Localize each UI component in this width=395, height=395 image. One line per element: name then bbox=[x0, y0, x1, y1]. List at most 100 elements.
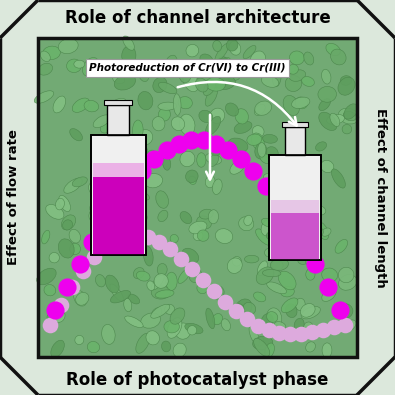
Ellipse shape bbox=[170, 235, 178, 243]
Ellipse shape bbox=[322, 69, 331, 84]
Ellipse shape bbox=[128, 233, 139, 243]
Ellipse shape bbox=[51, 340, 64, 357]
Ellipse shape bbox=[56, 198, 64, 210]
Bar bbox=[38, 38, 357, 357]
Point bbox=[145, 233, 152, 240]
Bar bbox=[271, 200, 319, 213]
Point bbox=[58, 302, 64, 308]
Ellipse shape bbox=[271, 200, 280, 210]
Ellipse shape bbox=[256, 229, 273, 245]
Ellipse shape bbox=[146, 331, 160, 345]
Ellipse shape bbox=[111, 290, 130, 303]
Text: Effect of flow rate: Effect of flow rate bbox=[8, 130, 21, 265]
Ellipse shape bbox=[163, 157, 171, 170]
Ellipse shape bbox=[206, 77, 225, 91]
Ellipse shape bbox=[272, 260, 283, 270]
Ellipse shape bbox=[210, 108, 225, 123]
Ellipse shape bbox=[95, 188, 109, 200]
Ellipse shape bbox=[136, 271, 150, 281]
Bar bbox=[282, 122, 308, 127]
Point bbox=[126, 182, 132, 189]
Ellipse shape bbox=[254, 104, 265, 115]
Ellipse shape bbox=[92, 223, 102, 232]
Ellipse shape bbox=[294, 318, 304, 331]
Ellipse shape bbox=[306, 269, 315, 280]
Ellipse shape bbox=[265, 343, 275, 357]
Ellipse shape bbox=[59, 196, 71, 211]
Ellipse shape bbox=[234, 121, 252, 134]
Ellipse shape bbox=[158, 108, 170, 121]
Ellipse shape bbox=[266, 308, 282, 329]
Ellipse shape bbox=[295, 298, 305, 310]
Ellipse shape bbox=[197, 153, 206, 167]
Ellipse shape bbox=[274, 212, 284, 224]
Ellipse shape bbox=[152, 275, 164, 290]
Ellipse shape bbox=[171, 117, 185, 131]
Ellipse shape bbox=[216, 57, 231, 78]
Ellipse shape bbox=[343, 111, 356, 121]
Point bbox=[89, 239, 95, 245]
Ellipse shape bbox=[285, 75, 302, 92]
Ellipse shape bbox=[344, 320, 356, 331]
Bar bbox=[269, 155, 321, 260]
Ellipse shape bbox=[123, 36, 134, 50]
Ellipse shape bbox=[330, 113, 340, 126]
Point bbox=[211, 288, 217, 295]
Ellipse shape bbox=[124, 154, 143, 171]
Ellipse shape bbox=[146, 233, 156, 245]
Ellipse shape bbox=[152, 308, 162, 318]
Ellipse shape bbox=[280, 286, 294, 297]
Point bbox=[77, 261, 83, 267]
Point bbox=[167, 246, 173, 253]
Ellipse shape bbox=[162, 341, 171, 352]
Bar bbox=[271, 213, 319, 260]
Ellipse shape bbox=[75, 335, 84, 344]
Ellipse shape bbox=[49, 252, 59, 263]
Ellipse shape bbox=[185, 324, 203, 334]
Ellipse shape bbox=[111, 98, 126, 108]
Ellipse shape bbox=[72, 98, 89, 113]
Ellipse shape bbox=[189, 176, 196, 184]
Ellipse shape bbox=[263, 134, 277, 143]
FancyArrowPatch shape bbox=[206, 115, 214, 179]
Ellipse shape bbox=[326, 43, 340, 56]
Ellipse shape bbox=[213, 314, 223, 325]
Ellipse shape bbox=[258, 261, 267, 275]
Point bbox=[222, 299, 228, 305]
Ellipse shape bbox=[152, 117, 165, 131]
Bar bbox=[92, 177, 143, 255]
Ellipse shape bbox=[210, 147, 221, 156]
Ellipse shape bbox=[243, 45, 256, 58]
Ellipse shape bbox=[249, 326, 260, 345]
Ellipse shape bbox=[37, 268, 56, 285]
Ellipse shape bbox=[67, 59, 81, 73]
Ellipse shape bbox=[261, 220, 275, 236]
Ellipse shape bbox=[292, 97, 310, 109]
Ellipse shape bbox=[245, 255, 259, 263]
Ellipse shape bbox=[221, 319, 230, 331]
Point bbox=[113, 236, 119, 242]
Ellipse shape bbox=[281, 196, 295, 210]
Ellipse shape bbox=[43, 46, 60, 60]
Point bbox=[164, 147, 170, 153]
Ellipse shape bbox=[235, 109, 248, 124]
Point bbox=[69, 284, 75, 290]
Ellipse shape bbox=[265, 248, 274, 257]
Ellipse shape bbox=[136, 333, 150, 354]
Point bbox=[200, 277, 206, 284]
Ellipse shape bbox=[340, 76, 352, 85]
Ellipse shape bbox=[228, 138, 248, 152]
Ellipse shape bbox=[255, 101, 272, 115]
Ellipse shape bbox=[316, 222, 329, 240]
Ellipse shape bbox=[302, 77, 314, 87]
Ellipse shape bbox=[197, 216, 211, 229]
Ellipse shape bbox=[301, 307, 320, 319]
Ellipse shape bbox=[153, 77, 167, 92]
Ellipse shape bbox=[263, 174, 273, 183]
Ellipse shape bbox=[44, 284, 56, 296]
Ellipse shape bbox=[335, 239, 348, 253]
Ellipse shape bbox=[252, 126, 264, 137]
Ellipse shape bbox=[254, 292, 266, 302]
Ellipse shape bbox=[122, 46, 136, 65]
Ellipse shape bbox=[70, 129, 83, 141]
